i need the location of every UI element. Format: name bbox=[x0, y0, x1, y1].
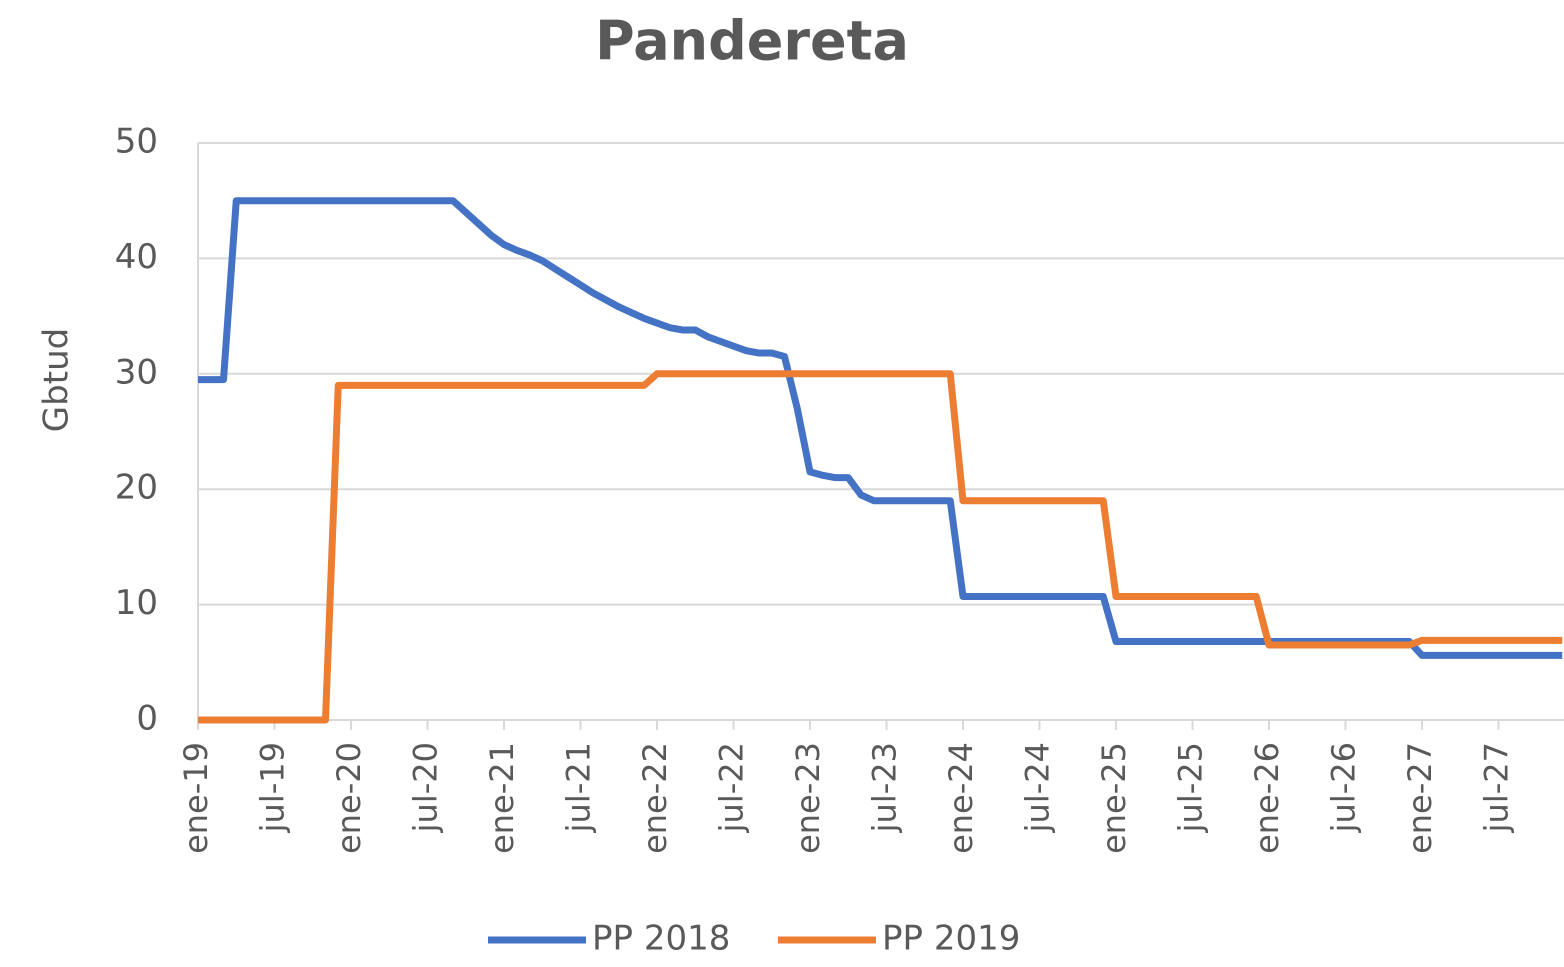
chart-title: Pandereta bbox=[595, 10, 909, 73]
x-tick-label: ene-23 bbox=[789, 742, 827, 854]
y-tick-label: 10 bbox=[115, 583, 158, 623]
x-tick-label: jul-23 bbox=[866, 742, 904, 833]
x-tick-label: jul-27 bbox=[1478, 742, 1516, 833]
x-tick-label: ene-27 bbox=[1401, 742, 1439, 854]
y-tick-label: 20 bbox=[115, 468, 158, 508]
x-tick-label: ene-26 bbox=[1248, 742, 1286, 854]
x-tick-label: jul-26 bbox=[1325, 742, 1363, 833]
x-tick-label: jul-24 bbox=[1019, 742, 1057, 833]
x-tick-label: ene-22 bbox=[636, 742, 674, 854]
y-axis-label: Gbtud bbox=[37, 328, 77, 432]
series-line bbox=[198, 370, 1563, 724]
x-tick-label: ene-21 bbox=[483, 742, 521, 854]
x-tick-label: jul-21 bbox=[560, 742, 598, 833]
series-line bbox=[198, 197, 1563, 659]
x-tick-label: jul-25 bbox=[1172, 742, 1210, 833]
y-tick-label: 30 bbox=[115, 352, 158, 392]
y-tick-label: 40 bbox=[115, 237, 158, 277]
legend-label: PP 2019 bbox=[882, 919, 1020, 959]
y-tick-label: 0 bbox=[136, 699, 158, 739]
y-tick-label: 50 bbox=[115, 122, 158, 162]
legend-label: PP 2018 bbox=[592, 919, 730, 959]
x-tick-label: ene-24 bbox=[942, 742, 980, 854]
x-tick-label: jul-22 bbox=[713, 742, 751, 833]
x-tick-label: ene-19 bbox=[177, 742, 215, 854]
x-tick-label: jul-20 bbox=[407, 742, 445, 833]
x-tick-label: jul-19 bbox=[254, 742, 292, 833]
x-tick-label: ene-25 bbox=[1095, 742, 1133, 854]
x-tick-label: ene-20 bbox=[330, 742, 368, 854]
